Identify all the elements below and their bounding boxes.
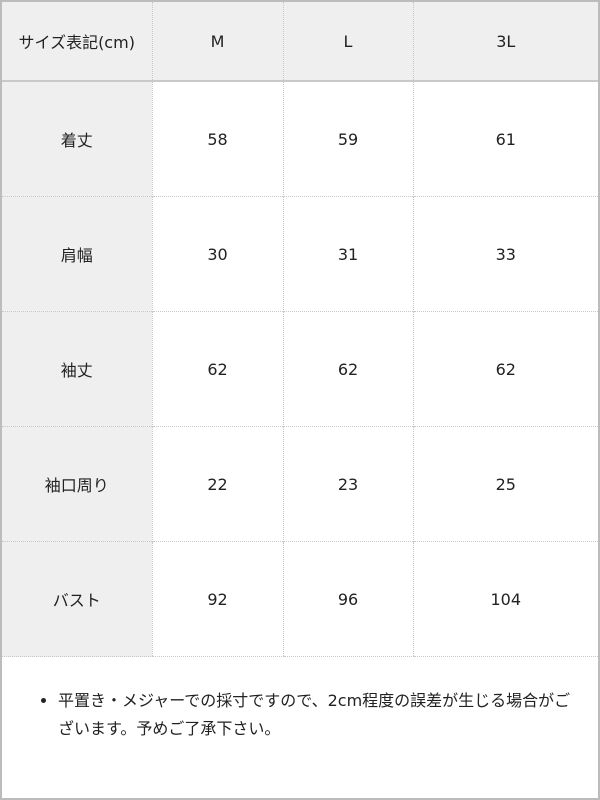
table-cell: 25 bbox=[412, 426, 598, 542]
table-cell: 22 bbox=[151, 426, 283, 542]
row-label: バスト bbox=[2, 541, 152, 657]
header-m: M bbox=[151, 2, 283, 82]
table-row: バスト 92 96 104 bbox=[2, 541, 598, 657]
measurement-note: 平置き・メジャーでの採寸ですので、2cm程度の誤差が生じる場合がございます。予め… bbox=[2, 657, 598, 743]
row-label: 着丈 bbox=[2, 80, 152, 197]
table-row: 着丈 58 59 61 bbox=[2, 80, 598, 197]
header-row: サイズ表記(cm) M L 3L bbox=[2, 2, 598, 82]
table-cell: 61 bbox=[412, 80, 598, 197]
table-cell: 96 bbox=[282, 541, 413, 657]
table-cell: 59 bbox=[282, 80, 413, 197]
table-cell: 62 bbox=[151, 311, 283, 427]
table-cell: 33 bbox=[412, 196, 598, 312]
size-table: サイズ表記(cm) M L 3L 着丈 58 59 61 肩幅 30 31 33 袖丈 62 62 6… bbox=[2, 2, 598, 657]
table-cell: 30 bbox=[151, 196, 283, 312]
header-3l: 3L bbox=[412, 2, 598, 82]
table-row: 袖口周り 22 23 25 bbox=[2, 426, 598, 542]
note-item: 平置き・メジャーでの採寸ですので、2cm程度の誤差が生じる場合がございます。予め… bbox=[58, 687, 578, 743]
header-l: L bbox=[282, 2, 413, 82]
row-label: 肩幅 bbox=[2, 196, 152, 312]
table-cell: 62 bbox=[412, 311, 598, 427]
table-row: 袖丈 62 62 62 bbox=[2, 311, 598, 427]
row-label: 袖口周り bbox=[2, 426, 152, 542]
table-cell: 31 bbox=[282, 196, 413, 312]
table-cell: 58 bbox=[151, 80, 283, 197]
header-size-label: サイズ表記(cm) bbox=[2, 2, 152, 82]
table-cell: 104 bbox=[412, 541, 598, 657]
table-row: 肩幅 30 31 33 bbox=[2, 196, 598, 312]
table-cell: 92 bbox=[151, 541, 283, 657]
row-label: 袖丈 bbox=[2, 311, 152, 427]
table-cell: 62 bbox=[282, 311, 413, 427]
table-cell: 23 bbox=[282, 426, 413, 542]
